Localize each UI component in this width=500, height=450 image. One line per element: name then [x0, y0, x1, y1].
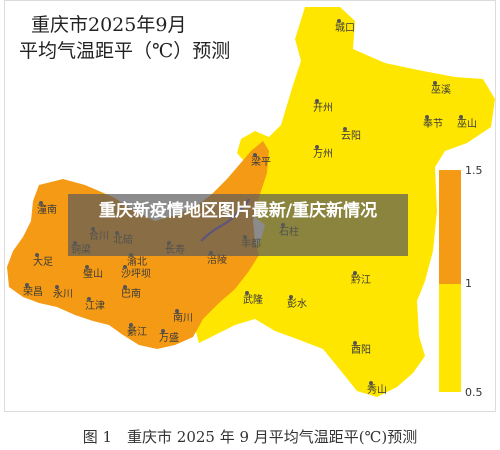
city-label: 巫山 — [457, 118, 477, 130]
city-marker — [175, 309, 179, 313]
city-marker — [87, 297, 91, 301]
city-label: 江津 — [85, 300, 105, 312]
city-label: 綦江 — [127, 325, 147, 338]
city-label: 荣昌 — [23, 286, 43, 298]
city-label: 城口 — [335, 22, 355, 34]
city-label: 永川 — [53, 287, 73, 300]
legend-segment-warm — [439, 170, 461, 284]
legend-tick-top: 1.5 — [465, 164, 483, 177]
city-marker — [369, 381, 373, 385]
city-marker — [315, 145, 319, 149]
city-label: 彭水 — [287, 297, 307, 310]
city-label: 璧山 — [83, 267, 103, 280]
city-marker — [337, 19, 341, 23]
city-marker — [39, 201, 43, 205]
city-label: 酉阳 — [351, 344, 371, 356]
city-label: 巫溪 — [431, 84, 451, 96]
city-label: 黔江 — [351, 273, 371, 286]
overlay-banner[interactable]: 重庆新疫情地区图片最新/重庆新情况 — [68, 194, 408, 256]
legend-tick-mid: 1 — [465, 277, 472, 290]
legend-tick-bottom: 0.5 — [465, 386, 483, 399]
city-label: 大足 — [33, 255, 53, 268]
city-label: 梁平 — [251, 155, 271, 168]
city-marker — [35, 253, 39, 257]
city-label: 万盛 — [159, 331, 179, 344]
city-marker — [85, 265, 89, 269]
city-label: 万州 — [313, 148, 333, 160]
city-label: 沙坪坝 — [121, 267, 151, 280]
map-title-line1: 重庆市2025年9月 — [31, 14, 187, 36]
city-marker — [245, 291, 249, 295]
city-label: 奉节 — [423, 117, 443, 130]
city-label: 武隆 — [243, 293, 263, 306]
city-label: 开州 — [313, 102, 333, 114]
city-marker — [55, 285, 59, 289]
city-marker — [123, 265, 127, 269]
city-label: 秀山 — [367, 384, 387, 396]
city-label: 云阳 — [341, 130, 361, 142]
city-marker — [343, 127, 347, 131]
city-marker — [253, 153, 257, 157]
city-marker — [353, 341, 357, 345]
figure-caption: 图 1 重庆市 2025 年 9 月平均气温距平(℃)预测 — [82, 428, 418, 446]
city-marker — [433, 81, 437, 85]
city-label: 巴南 — [121, 287, 141, 300]
city-marker — [129, 323, 133, 327]
city-marker — [315, 99, 319, 103]
city-marker — [353, 271, 357, 275]
city-marker — [123, 285, 127, 289]
city-marker — [161, 329, 165, 333]
city-label: 渝北 — [127, 255, 147, 268]
city-label: 南川 — [173, 311, 193, 324]
legend-segment-mild — [439, 284, 461, 392]
color-legend — [439, 170, 461, 392]
city-marker — [459, 115, 463, 119]
city-marker — [425, 115, 429, 119]
map-title-line2: 平均气温距平（℃）预测 — [19, 40, 231, 62]
city-marker — [25, 283, 29, 287]
city-marker — [289, 295, 293, 299]
city-label: 潼南 — [37, 203, 57, 216]
city-label: 涪陵 — [207, 253, 227, 266]
